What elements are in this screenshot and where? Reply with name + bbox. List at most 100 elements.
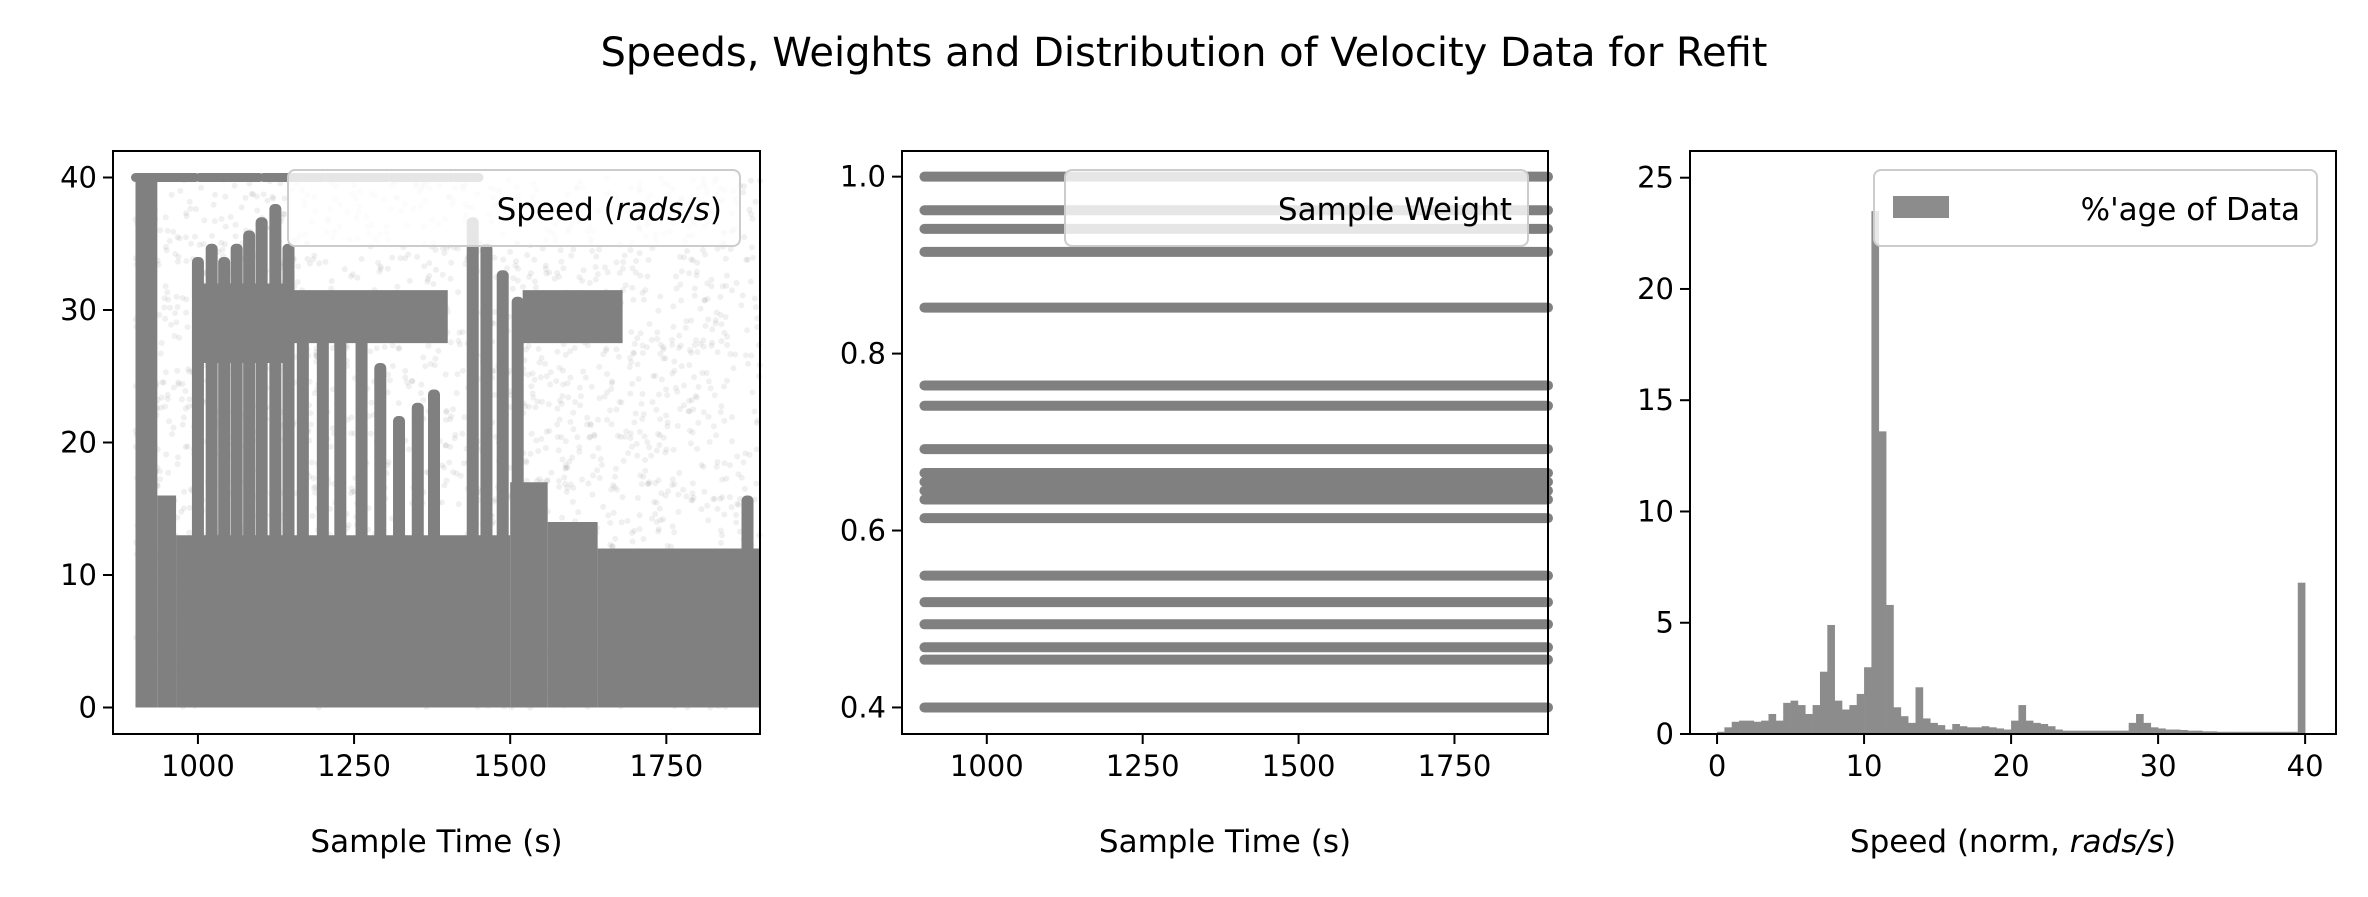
noise-point [491, 254, 498, 261]
noise-point [554, 405, 561, 412]
legend-label: Sample Weight [1278, 192, 1512, 228]
noise-point [426, 272, 433, 279]
noise-point [665, 488, 672, 495]
noise-point [613, 406, 620, 413]
x-tick-label: 1250 [1106, 749, 1180, 783]
legend-box [287, 169, 741, 247]
noise-point [281, 195, 288, 202]
noise-point [160, 379, 167, 386]
noise-point [741, 485, 748, 492]
noise-point [637, 272, 644, 279]
noise-point [718, 321, 725, 328]
noise-point [712, 320, 719, 327]
noise-point [525, 343, 532, 350]
noise-point [710, 423, 717, 430]
noise-point [638, 481, 645, 488]
noise-point [629, 529, 636, 536]
noise-point [611, 484, 618, 491]
noise-point [211, 218, 218, 225]
noise-point [688, 349, 695, 356]
noise-point [507, 248, 514, 255]
noise-point [421, 263, 428, 270]
noise-point [705, 378, 712, 385]
noise-point [531, 376, 538, 383]
noise-point [754, 417, 761, 424]
noise-point [639, 289, 646, 296]
noise-point [441, 482, 448, 489]
noise-point [664, 542, 671, 549]
noise-point [691, 292, 698, 299]
noise-point [686, 427, 693, 434]
noise-point [249, 191, 256, 198]
noise-point [630, 349, 637, 356]
noise-point [597, 456, 604, 463]
noise-point [655, 528, 662, 535]
noise-point [724, 333, 731, 340]
noise-point [669, 341, 676, 348]
noise-point [596, 246, 603, 253]
noise-point [459, 329, 466, 336]
noise-point [704, 295, 711, 302]
noise-point [565, 394, 572, 401]
noise-point [628, 329, 635, 336]
noise-point [156, 312, 163, 319]
noise-point [459, 367, 466, 374]
noise-point [718, 338, 725, 345]
noise-point [570, 426, 577, 433]
histogram-bar [1834, 700, 1843, 734]
noise-point [752, 198, 759, 205]
noise-point [443, 477, 450, 484]
speed-spike [374, 363, 387, 708]
noise-point [397, 255, 404, 262]
noise-point [675, 345, 682, 352]
noise-point [682, 324, 689, 331]
noise-point [554, 421, 561, 428]
noise-point [157, 350, 164, 357]
noise-point [636, 526, 643, 533]
noise-point [714, 505, 721, 512]
noise-point [674, 423, 681, 430]
noise-point [604, 269, 611, 276]
noise-point [602, 347, 609, 354]
noise-point [591, 432, 598, 439]
histogram-bar [1753, 721, 1762, 734]
noise-point [248, 190, 255, 197]
noise-point [558, 434, 565, 441]
legend-label-italic: rads/s [616, 192, 710, 228]
noise-point [164, 289, 171, 296]
noise-point [182, 405, 189, 412]
noise-point [636, 428, 643, 435]
noise-point [747, 278, 754, 285]
histogram-bar [2231, 731, 2240, 734]
noise-point [182, 443, 189, 450]
noise-point [396, 344, 403, 351]
noise-point [628, 358, 635, 365]
noise-point [534, 398, 541, 405]
noise-point [690, 374, 697, 381]
noise-point [660, 344, 667, 351]
noise-point [721, 329, 728, 336]
noise-point [242, 194, 249, 201]
noise-point [681, 254, 688, 261]
noise-point [596, 363, 603, 370]
noise-point [515, 265, 522, 272]
noise-point [671, 367, 678, 374]
noise-point [700, 409, 707, 416]
noise-point [219, 246, 226, 253]
noise-point [640, 535, 647, 542]
noise-point [174, 461, 181, 468]
noise-point [377, 263, 384, 270]
noise-point [700, 343, 707, 350]
noise-point [691, 342, 698, 349]
noise-point [618, 519, 625, 526]
noise-point [749, 254, 756, 261]
histogram-bar [1768, 713, 1777, 734]
noise-point [717, 495, 724, 502]
noise-point [582, 374, 589, 381]
noise-point [561, 474, 568, 481]
noise-point [570, 409, 577, 416]
noise-point [348, 485, 355, 492]
noise-point [622, 282, 629, 289]
noise-point [594, 467, 601, 474]
